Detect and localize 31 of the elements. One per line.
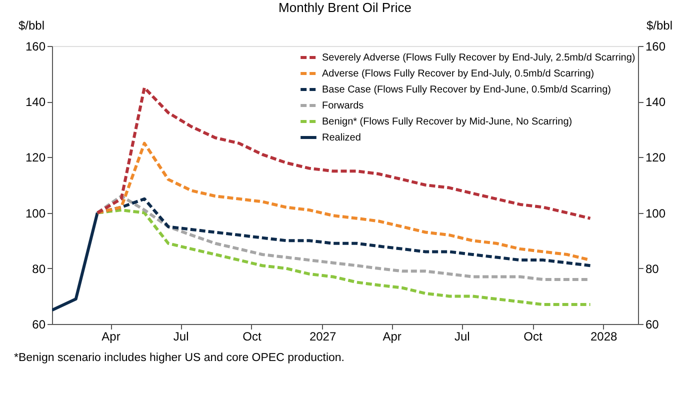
y-tick-label: 60 — [32, 318, 46, 332]
x-tick-label: Oct — [242, 330, 262, 344]
legend-label: Forwards — [322, 100, 364, 112]
chart-title: Monthly Brent Oil Price — [278, 0, 412, 15]
y-axis-title: $/bbl — [18, 18, 44, 32]
y2-tick-label: 100 — [646, 206, 666, 220]
x-tick-label: Apr — [102, 330, 120, 344]
y-tick-label: 120 — [25, 150, 46, 165]
line-series — [96, 208, 592, 306]
legend-label: Severely Adverse (Flows Fully Recover by End-July, 2.5mb/d Scarring) — [322, 52, 636, 64]
y2-tick-label: 140 — [646, 95, 666, 110]
y2-axis-title: $/bbl — [646, 18, 673, 32]
y2-tick-label: 60 — [646, 318, 660, 332]
text: *Benign scenario includes higher US and core OPEC production. — [14, 352, 344, 364]
y-tick-label: 80 — [32, 262, 46, 276]
legend-label: Realized — [322, 132, 361, 144]
legend-label: Benign* (Flows Fully Recover by Mid-June, No Scarring) — [322, 116, 572, 128]
y-tick-label: 160 — [25, 40, 46, 54]
x-tick-label: 2027 — [309, 330, 336, 344]
y2-tick-label: 120 — [646, 150, 666, 165]
x-tick-label: Jul — [454, 330, 470, 344]
y-tick-label: 100 — [25, 206, 46, 220]
legend-label: Base Case (Flows Fully Recover by End-June, 0.5mb/d Scarring) — [322, 84, 612, 96]
y2-tick-label: 80 — [646, 262, 660, 276]
x-tick-label: Jul — [173, 330, 189, 344]
x-tick-label: Oct — [524, 330, 544, 344]
y2-tick-label: 160 — [646, 40, 666, 54]
x-tick-label: Apr — [382, 330, 402, 344]
y-tick-label: 140 — [25, 95, 46, 110]
x-tick-label: 2028 — [590, 330, 618, 344]
legend-label: Adverse (Flows Fully Recover by End-July, 0.5mb/d Scarring) — [322, 68, 594, 80]
